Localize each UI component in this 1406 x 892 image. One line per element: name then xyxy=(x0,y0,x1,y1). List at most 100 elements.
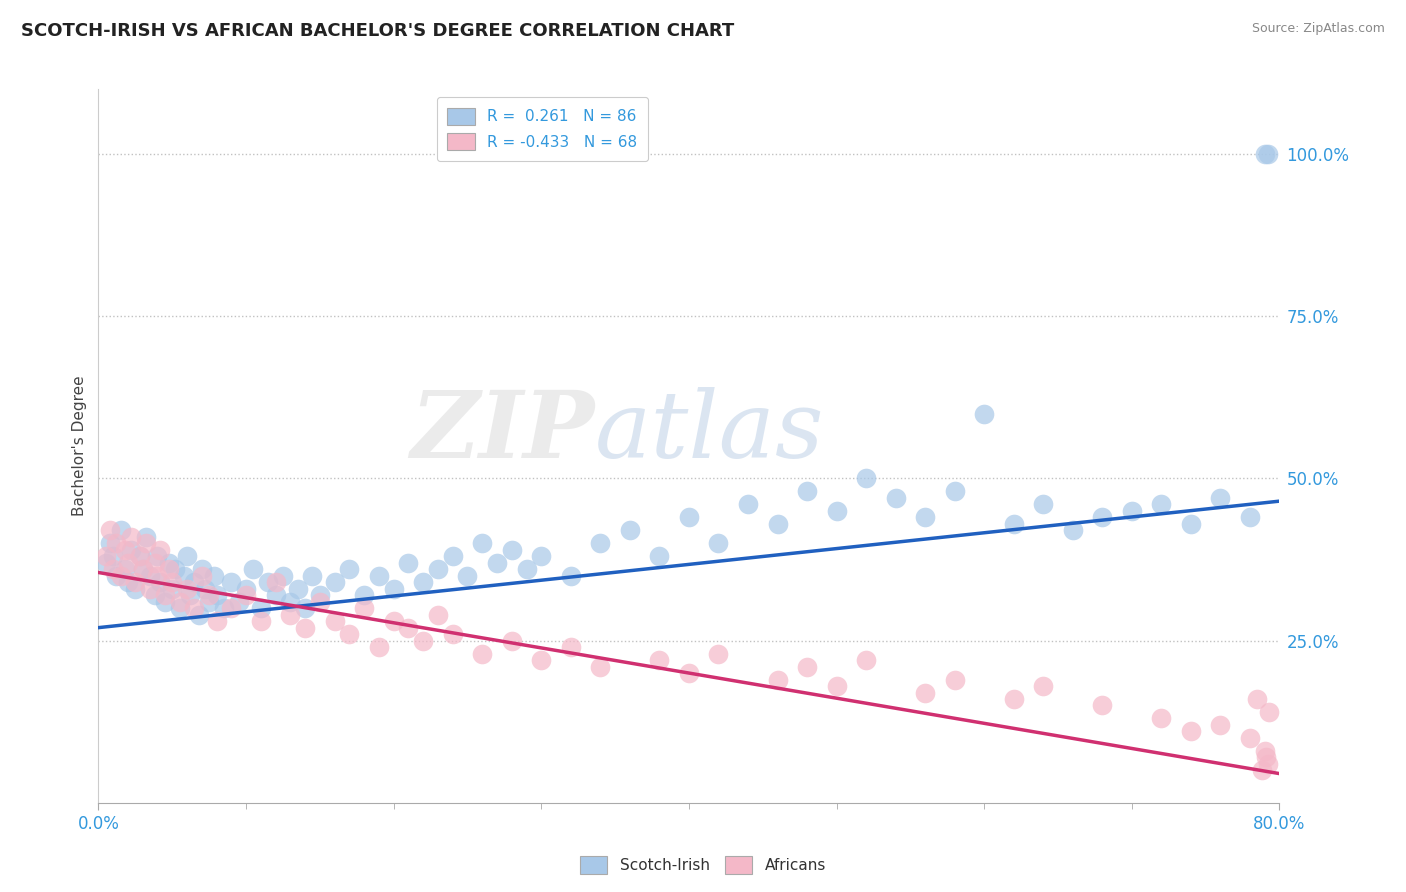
Point xyxy=(176,582,198,596)
Point xyxy=(165,562,187,576)
Point xyxy=(105,568,128,582)
Point xyxy=(796,659,818,673)
Point xyxy=(1002,692,1025,706)
Point xyxy=(301,568,323,582)
Point xyxy=(353,601,375,615)
Point xyxy=(135,536,157,550)
Point xyxy=(396,621,419,635)
Point xyxy=(471,647,494,661)
Point xyxy=(456,568,478,582)
Text: ZIP: ZIP xyxy=(411,387,595,476)
Point xyxy=(530,653,553,667)
Point xyxy=(183,601,205,615)
Point xyxy=(94,549,117,564)
Point xyxy=(278,607,302,622)
Point xyxy=(98,524,121,538)
Point xyxy=(176,549,198,564)
Point xyxy=(648,549,671,564)
Point xyxy=(1254,147,1277,161)
Point xyxy=(973,407,995,421)
Point xyxy=(162,575,183,590)
Point xyxy=(124,582,146,596)
Point xyxy=(94,556,117,570)
Point xyxy=(368,568,391,582)
Text: atlas: atlas xyxy=(595,387,824,476)
Point xyxy=(323,614,346,628)
Point xyxy=(294,601,316,615)
Point xyxy=(128,549,150,564)
Point xyxy=(169,601,191,615)
Point xyxy=(382,614,405,628)
Point xyxy=(132,562,155,576)
Point xyxy=(1239,731,1261,745)
Point xyxy=(560,568,582,582)
Point xyxy=(1257,147,1279,161)
Point xyxy=(120,530,142,544)
Point xyxy=(1239,510,1261,524)
Point xyxy=(486,556,509,570)
Point xyxy=(173,568,195,582)
Point xyxy=(1246,692,1268,706)
Point xyxy=(98,536,121,550)
Point xyxy=(153,588,176,602)
Point xyxy=(1150,497,1173,511)
Point xyxy=(678,510,700,524)
Point xyxy=(135,530,157,544)
Point xyxy=(194,582,217,596)
Point xyxy=(198,595,221,609)
Point xyxy=(120,542,142,557)
Point xyxy=(1180,724,1202,739)
Point xyxy=(110,524,132,538)
Point xyxy=(103,562,125,576)
Point xyxy=(648,653,671,667)
Point xyxy=(271,568,294,582)
Point xyxy=(103,549,125,564)
Point xyxy=(323,575,346,590)
Point xyxy=(1256,750,1278,764)
Point xyxy=(143,588,166,602)
Point xyxy=(855,653,877,667)
Point xyxy=(589,536,612,550)
Point xyxy=(825,504,848,518)
Point xyxy=(228,595,250,609)
Point xyxy=(396,556,419,570)
Point xyxy=(560,640,582,654)
Point xyxy=(191,568,214,582)
Point xyxy=(884,491,907,505)
Point xyxy=(1062,524,1084,538)
Point xyxy=(257,575,280,590)
Point xyxy=(471,536,494,550)
Point xyxy=(128,549,150,564)
Point xyxy=(441,627,464,641)
Point xyxy=(382,582,405,596)
Point xyxy=(1209,491,1232,505)
Point xyxy=(114,542,136,557)
Point xyxy=(1002,516,1025,531)
Point xyxy=(149,542,172,557)
Point xyxy=(1032,497,1054,511)
Text: Source: ZipAtlas.com: Source: ZipAtlas.com xyxy=(1251,22,1385,36)
Point xyxy=(1254,744,1277,758)
Point xyxy=(412,575,434,590)
Point xyxy=(205,588,228,602)
Point xyxy=(914,685,936,699)
Point xyxy=(309,588,332,602)
Point xyxy=(1091,698,1114,713)
Point xyxy=(149,575,172,590)
Text: SCOTCH-IRISH VS AFRICAN BACHELOR'S DEGREE CORRELATION CHART: SCOTCH-IRISH VS AFRICAN BACHELOR'S DEGRE… xyxy=(21,22,734,40)
Point xyxy=(427,562,450,576)
Point xyxy=(678,666,700,681)
Point xyxy=(337,562,360,576)
Point xyxy=(1258,705,1281,719)
Point xyxy=(264,575,287,590)
Point xyxy=(943,673,966,687)
Point xyxy=(157,562,180,576)
Point xyxy=(110,568,132,582)
Point xyxy=(1121,504,1143,518)
Point xyxy=(914,510,936,524)
Point xyxy=(124,575,146,590)
Point xyxy=(501,633,523,648)
Point xyxy=(162,582,183,596)
Point xyxy=(157,556,180,570)
Point xyxy=(278,595,302,609)
